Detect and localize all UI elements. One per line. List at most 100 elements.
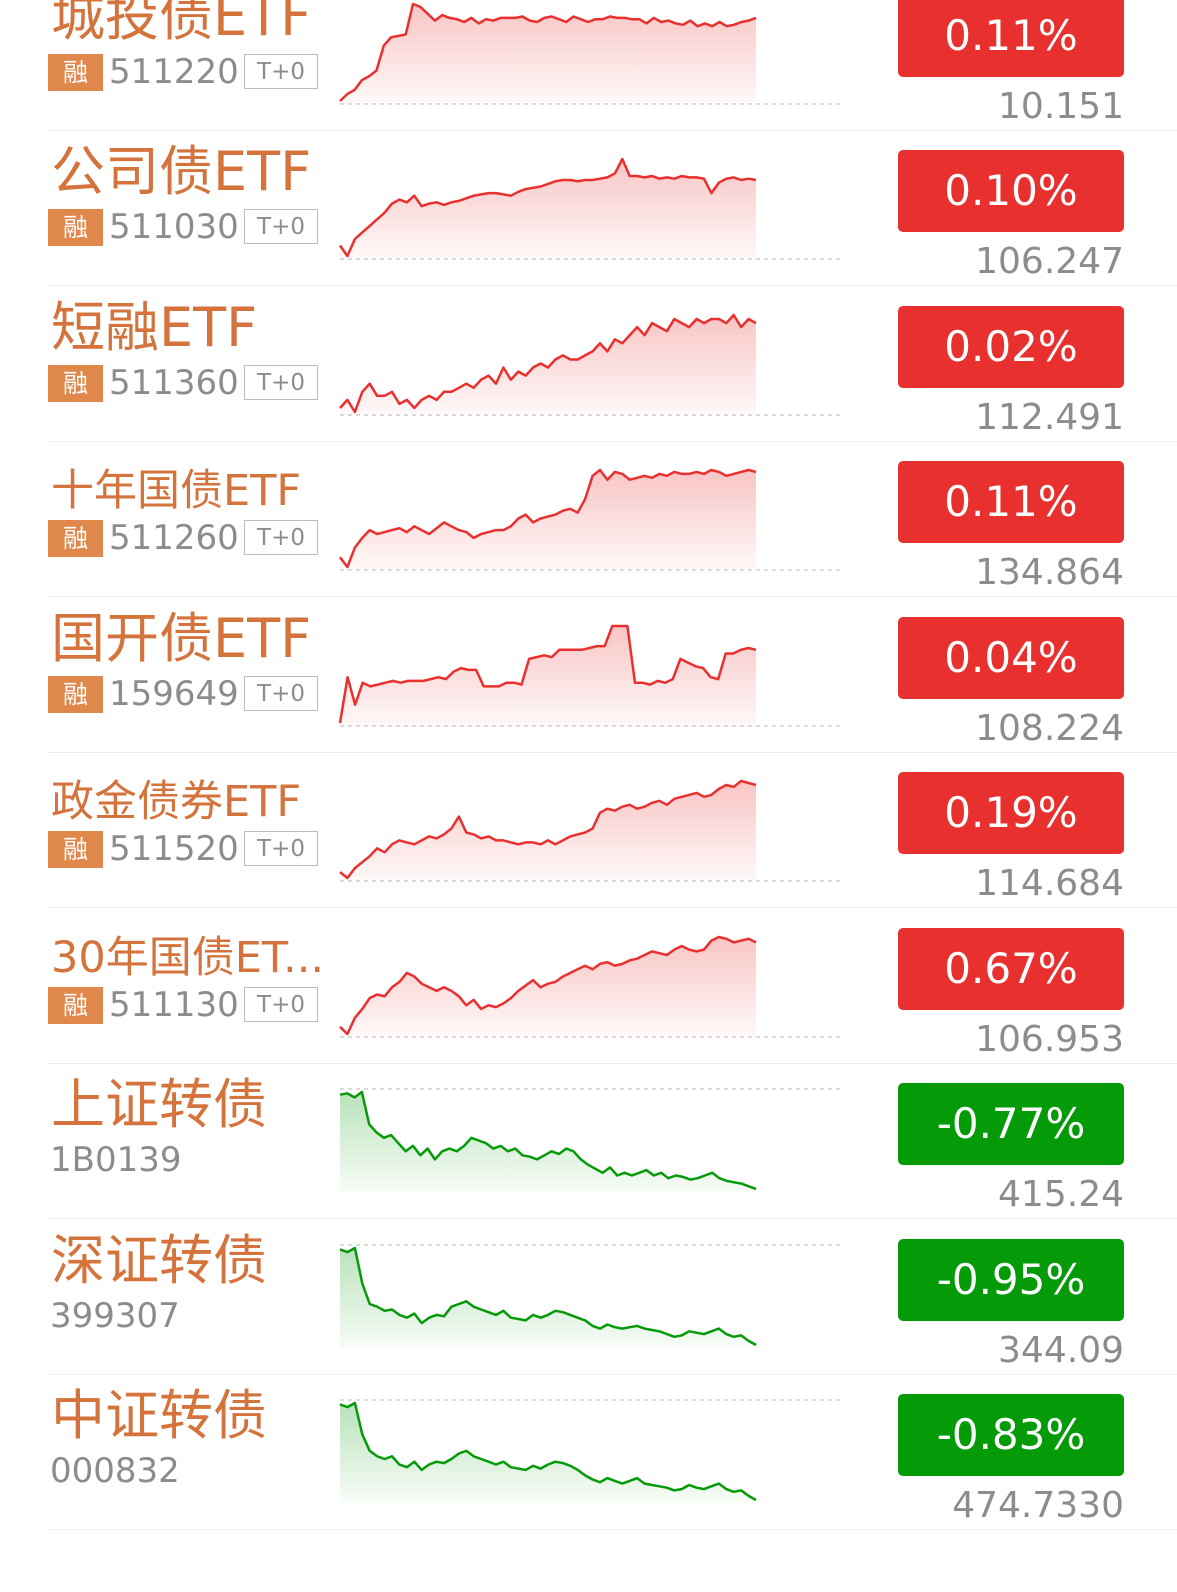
- divider: [48, 907, 1177, 908]
- list-item[interactable]: 上证转债 1B0139 -0.77% 415.24: [48, 1064, 1177, 1219]
- divider: [48, 1529, 1177, 1530]
- fund-code: 511260: [109, 518, 239, 558]
- sparkline-chart: [339, 2, 843, 105]
- sparkline-area: [340, 4, 756, 104]
- list-item[interactable]: 城投债ETF 融 511220 T+0 0.11% 10.151: [48, 0, 1177, 131]
- fund-name: 中证转债: [51, 1386, 267, 1446]
- fund-code: 159649: [109, 674, 239, 714]
- t0-tag: T+0: [244, 365, 318, 400]
- fund-code: 1B0139: [50, 1140, 182, 1180]
- sparkline-chart: [339, 779, 843, 882]
- sparkline-area: [340, 937, 756, 1037]
- fund-name: 深证转债: [51, 1231, 267, 1291]
- sparkline-line: [339, 935, 757, 1036]
- fund-name: 上证转债: [51, 1075, 267, 1135]
- t0-tag: T+0: [244, 209, 318, 244]
- change-percent-badge[interactable]: 0.67%: [898, 928, 1124, 1010]
- list-item[interactable]: 公司债ETF 融 511030 T+0 0.10% 106.247: [48, 131, 1177, 286]
- t0-tag: T+0: [244, 831, 318, 866]
- change-percent-badge[interactable]: 0.19%: [898, 772, 1124, 854]
- divider: [48, 441, 1177, 442]
- list-item[interactable]: 政金债券ETF 融 511520 T+0 0.19% 114.684: [48, 753, 1177, 908]
- margin-badge: 融: [48, 209, 103, 246]
- sparkline-area: [340, 315, 756, 415]
- sparkline-line: [339, 468, 757, 569]
- fund-code: 511220: [109, 52, 239, 92]
- sparkline-line: [339, 313, 757, 414]
- sparkline-chart: [339, 1088, 843, 1192]
- divider: [48, 130, 1177, 131]
- margin-badge: 融: [48, 987, 103, 1024]
- margin-badge: 融: [48, 676, 103, 713]
- sparkline-chart: [338, 157, 843, 260]
- fund-code: 511360: [109, 363, 239, 403]
- divider: [48, 1374, 1177, 1375]
- fund-name: 十年国债ETF: [51, 466, 302, 516]
- divider: [48, 1218, 1177, 1219]
- margin-badge: 融: [48, 54, 103, 91]
- margin-badge: 融: [48, 365, 103, 402]
- list-item[interactable]: 十年国债ETF 融 511260 T+0 0.11% 134.864: [48, 442, 1177, 597]
- sparkline-line: [339, 1090, 757, 1191]
- sparkline-area: [340, 1092, 756, 1192]
- sparkline-line: [339, 1401, 757, 1502]
- t0-tag: T+0: [244, 676, 318, 711]
- sparkline-area: [340, 470, 756, 570]
- last-price: 114.684: [975, 863, 1124, 904]
- sparkline-area: [340, 1403, 756, 1503]
- change-percent-badge[interactable]: 0.11%: [898, 461, 1124, 543]
- last-price: 134.864: [975, 552, 1124, 593]
- sparkline-line: [339, 2, 757, 102]
- margin-badge: 融: [48, 520, 103, 557]
- last-price: 415.24: [998, 1174, 1124, 1215]
- fund-name: 30年国债ET...: [51, 933, 325, 983]
- fund-code: 511520: [109, 829, 239, 869]
- list-item[interactable]: 国开债ETF 融 159649 T+0 0.04% 108.224: [48, 598, 1177, 753]
- sparkline-line: [339, 1246, 757, 1347]
- divider: [48, 1063, 1177, 1064]
- change-percent-badge[interactable]: 0.04%: [898, 617, 1124, 699]
- list-item[interactable]: 短融ETF 融 511360 T+0 0.02% 112.491: [48, 287, 1177, 442]
- sparkline-line: [338, 624, 757, 724]
- sparkline-chart: [338, 624, 843, 727]
- fund-name: 短融ETF: [51, 298, 258, 358]
- fund-code: 511130: [109, 985, 239, 1025]
- t0-tag: T+0: [244, 987, 318, 1022]
- sparkline-chart: [339, 1244, 843, 1348]
- change-percent-badge[interactable]: -0.83%: [898, 1394, 1124, 1476]
- change-percent-badge[interactable]: 0.02%: [898, 306, 1124, 388]
- fund-code: 511030: [109, 207, 239, 247]
- last-price: 344.09: [998, 1330, 1124, 1371]
- fund-name: 国开债ETF: [51, 609, 312, 669]
- fund-code: 399307: [50, 1296, 180, 1336]
- divider: [48, 752, 1177, 753]
- list-item[interactable]: 30年国债ET... 融 511130 T+0 0.67% 106.953: [48, 909, 1177, 1064]
- last-price: 106.953: [975, 1019, 1124, 1060]
- sparkline-chart: [339, 313, 843, 416]
- t0-tag: T+0: [244, 520, 318, 555]
- divider: [48, 285, 1177, 286]
- fund-name: 公司债ETF: [51, 142, 312, 202]
- sparkline-area: [340, 159, 756, 259]
- last-price: 106.247: [975, 241, 1124, 282]
- sparkline-line: [339, 779, 757, 880]
- last-price: 474.7330: [952, 1485, 1124, 1526]
- sparkline-area: [340, 781, 756, 881]
- t0-tag: T+0: [244, 54, 318, 89]
- change-percent-badge[interactable]: -0.77%: [898, 1083, 1124, 1165]
- fund-code: 000832: [50, 1451, 180, 1491]
- list-item[interactable]: 中证转债 000832 -0.83% 474.7330: [48, 1375, 1177, 1530]
- last-price: 112.491: [975, 397, 1124, 438]
- fund-name: 城投债ETF: [51, 0, 312, 47]
- sparkline-area: [340, 1248, 756, 1348]
- sparkline-chart: [339, 468, 843, 571]
- fund-name: 政金债券ETF: [51, 777, 302, 827]
- change-percent-badge[interactable]: 0.10%: [898, 150, 1124, 232]
- last-price: 108.224: [975, 708, 1124, 749]
- change-percent-badge[interactable]: -0.95%: [898, 1239, 1124, 1321]
- change-percent-badge[interactable]: 0.11%: [898, 0, 1124, 77]
- divider: [48, 596, 1177, 597]
- sparkline-line: [338, 157, 757, 258]
- sparkline-area: [340, 626, 756, 726]
- list-item[interactable]: 深证转债 399307 -0.95% 344.09: [48, 1220, 1177, 1375]
